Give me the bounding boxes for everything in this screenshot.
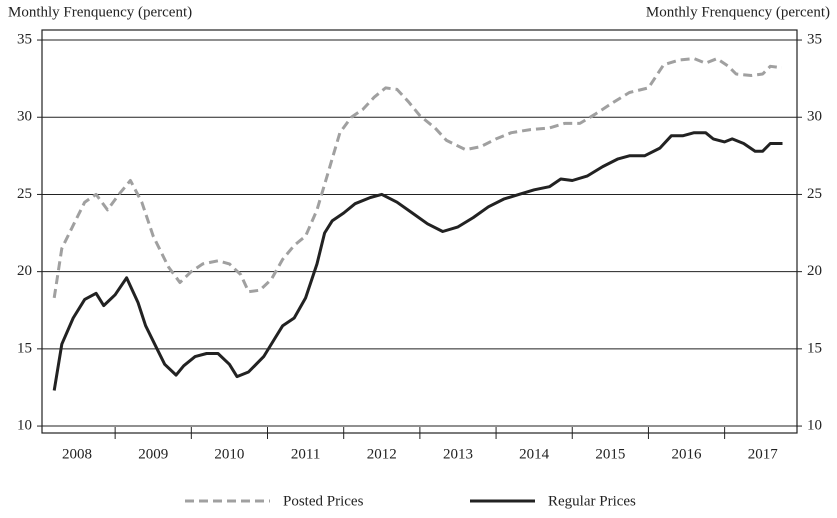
y2-tick-label: 25	[807, 186, 822, 202]
y2-tick-label: 10	[807, 417, 822, 433]
y2-tick-label: 30	[807, 109, 822, 125]
line-series	[52, 131, 783, 391]
y-axis-title-right: Monthly Frenquency (percent)	[646, 4, 830, 20]
x-tick-label: 2010	[214, 446, 244, 462]
y2-tick-label: 15	[807, 340, 822, 356]
line-series	[52, 57, 782, 299]
plot-frame	[41, 29, 798, 434]
x-tick-label: 2012	[367, 446, 397, 462]
x-tick-label: 2013	[443, 446, 473, 462]
y-tick-label: 25	[17, 186, 32, 202]
y2-tick-label: 20	[807, 263, 822, 279]
y-tick-label: 20	[17, 263, 32, 279]
x-tick-label: 2015	[595, 446, 625, 462]
y-tick-label: 35	[17, 31, 32, 47]
x-tick-label: 2009	[138, 446, 168, 462]
x-tick-label: 2016	[672, 446, 703, 462]
y-tick-label: 10	[17, 417, 32, 433]
y2-tick-label: 35	[807, 31, 822, 47]
legend-label: Regular Prices	[548, 493, 636, 509]
x-tick-label: 2014	[519, 446, 550, 462]
legend-label: Posted Prices	[283, 493, 364, 509]
y-tick-label: 15	[17, 340, 32, 356]
x-tick-label: 2011	[291, 446, 320, 462]
x-tick-label: 2017	[748, 446, 779, 462]
y-tick-label: 30	[17, 109, 32, 125]
y-axis-title-left: Monthly Frenquency (percent)	[8, 4, 192, 20]
x-tick-label: 2008	[62, 446, 92, 462]
